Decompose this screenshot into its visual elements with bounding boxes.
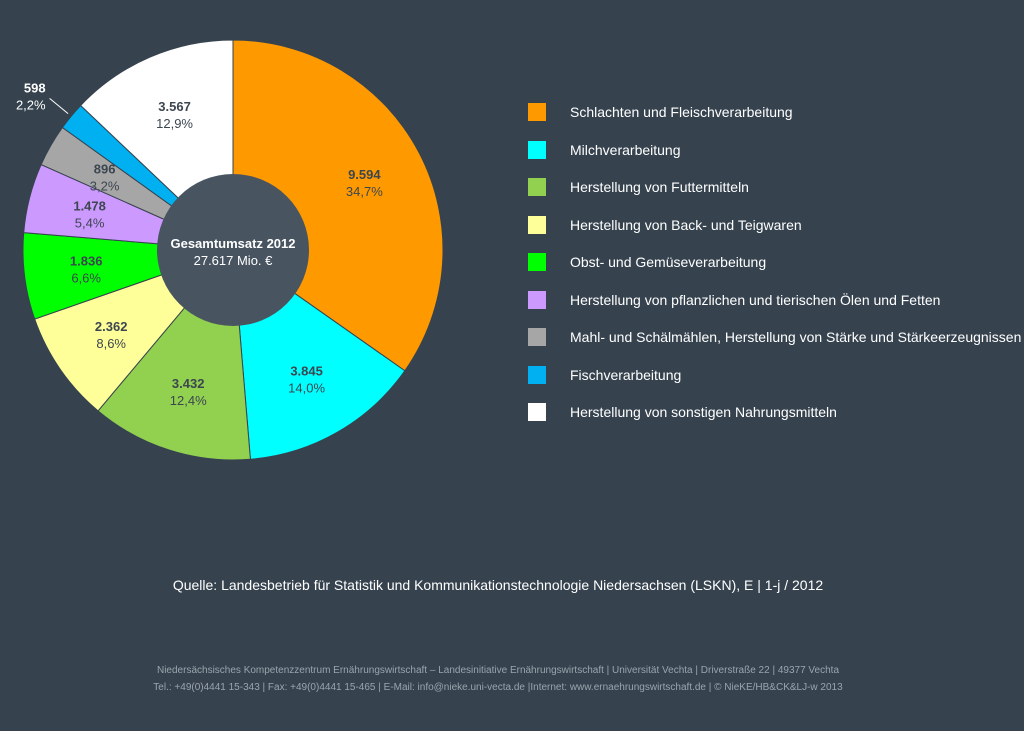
legend-swatch — [528, 215, 546, 234]
slice-value-label: 9.594 — [348, 167, 381, 182]
legend-swatch — [528, 140, 546, 159]
legend-item: Herstellung von Futtermitteln — [528, 178, 1021, 216]
pie-chart: 9.594 34,7% 3.845 14,0% 3.432 12,4% 2.362 8,6% 1… — [16, 39, 444, 461]
center-circle — [157, 174, 309, 326]
footer-line-2: Tel.: +49(0)4441 15-343 | Fax: +49(0)444… — [153, 682, 843, 693]
legend-swatch — [528, 365, 546, 384]
pie-slice — [232, 39, 444, 372]
legend-label: Milchverarbeitung — [570, 141, 681, 158]
footer-line-1: Niedersächsisches Kompetenzzentrum Ernäh… — [156, 665, 840, 676]
legend-swatch — [528, 178, 546, 196]
slice-percent-label: 12,9% — [156, 116, 193, 131]
legend-item: Obst- und Gemüseverarbeitung — [528, 253, 1021, 291]
legend-item: Herstellung von sonstigen Nahrungsmittel… — [528, 403, 1021, 441]
center-subtitle: 27.617 Mio. € — [194, 253, 274, 268]
legend-label: Mahl- und Schälmählen, Herstellung von S… — [570, 329, 1022, 345]
legend-item: Fischverarbeitung — [528, 365, 1021, 404]
legend-label: Herstellung von pflanzlichen und tierisc… — [570, 291, 941, 308]
slice-percent-label: 12,4% — [170, 393, 207, 408]
slice-value-label: 2.362 — [95, 319, 128, 334]
legend-label: Herstellung von Futtermitteln — [570, 179, 749, 195]
legend: Schlachten und Fleischverarbeitung Milchv… — [528, 103, 1021, 441]
legend-swatch — [528, 103, 546, 121]
source-note: Quelle: Landesbetrieb für Statistik und … — [172, 577, 824, 593]
legend-label: Schlachten und Fleischverarbeitung — [570, 104, 793, 120]
legend-item: Schlachten und Fleischverarbeitung — [528, 103, 1021, 141]
legend-item: Milchverarbeitung — [528, 140, 1021, 179]
center-title: Gesamtumsatz 2012 — [170, 236, 295, 251]
slice-value-label: 1.836 — [70, 254, 103, 269]
pie-labels: 9.594 34,7% 3.845 14,0% 3.432 12,4% 2.362 8,6% 1… — [16, 80, 383, 408]
footer: Niedersächsisches Kompetenzzentrum Ernäh… — [0, 662, 996, 696]
legend-item: Mahl- und Schälmählen, Herstellung von S… — [528, 328, 1021, 366]
slice-percent-label: 14,0% — [288, 380, 325, 395]
legend-label: Herstellung von Back- und Teigwaren — [570, 216, 802, 233]
slice-percent-label: 8,6% — [96, 336, 126, 351]
slice-percent-label: 5,4% — [75, 215, 105, 230]
legend-swatch — [528, 328, 546, 346]
leader-line — [49, 97, 69, 115]
legend-item: Herstellung von Back- und Teigwaren — [528, 215, 1021, 254]
legend-item: Herstellung von pflanzlichen und tierisc… — [528, 290, 1021, 329]
slice-value-label: 3.845 — [290, 363, 323, 378]
slice-percent-label: 2,2% — [16, 97, 46, 112]
slice-value-label: 3.567 — [158, 99, 191, 114]
slice-value-label: 1.478 — [73, 198, 106, 213]
legend-label: Herstellung von sonstigen Nahrungsmittel… — [570, 404, 837, 420]
slice-value-label: 3.432 — [172, 376, 205, 391]
slice-percent-label: 6,6% — [71, 271, 101, 286]
slice-value-label: 598 — [24, 80, 46, 95]
slice-value-label: 896 — [94, 161, 116, 176]
slice-percent-label: 3,2% — [90, 178, 120, 193]
legend-swatch — [528, 253, 546, 271]
legend-swatch — [528, 403, 546, 421]
legend-swatch — [528, 290, 546, 309]
legend-label: Obst- und Gemüseverarbeitung — [570, 254, 767, 270]
legend-label: Fischverarbeitung — [570, 366, 682, 383]
slice-percent-label: 34,7% — [346, 184, 383, 199]
